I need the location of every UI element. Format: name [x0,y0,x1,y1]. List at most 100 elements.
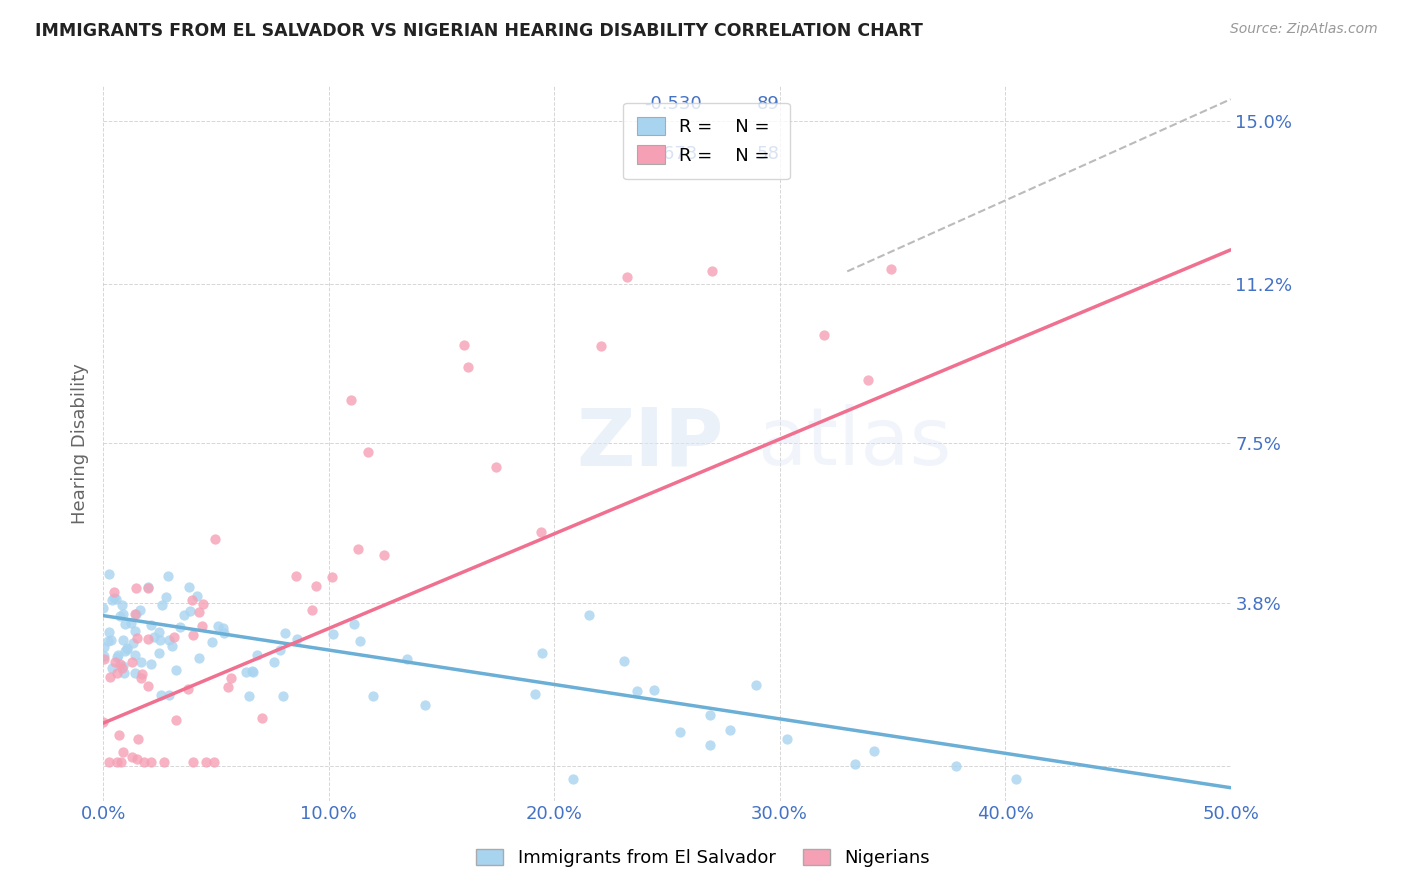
Point [121,655,143,669]
Point [111,598,134,612]
Point [129,671,152,685]
Point [643,682,665,697]
Point [105,755,128,769]
Point [150,598,173,612]
Point [124,624,146,639]
Point [148,646,170,660]
Point [115,640,138,655]
Point [321,570,343,584]
Point [125,752,148,766]
Point [153,755,176,769]
Text: 89: 89 [756,95,780,113]
Point [240,665,263,679]
Point [93,651,115,665]
Point [219,671,242,685]
Point [98,755,121,769]
Point [395,652,418,666]
Point [138,580,160,594]
Point [616,269,638,284]
Point [101,661,124,675]
Point [844,756,866,771]
Point [121,750,143,764]
Point [856,373,879,387]
Point [304,579,326,593]
Point [699,708,721,723]
Point [589,339,612,353]
Point [273,689,295,703]
Point [91,600,114,615]
Point [111,661,134,675]
Point [273,625,295,640]
Text: 0.673: 0.673 [647,145,697,163]
Text: -0.530: -0.530 [644,95,702,113]
Point [745,678,768,692]
Point [212,626,235,640]
Point [578,607,600,622]
Point [114,644,136,658]
Point [191,598,214,612]
Point [457,359,479,374]
Point [100,632,122,647]
Point [108,657,131,672]
Legend: R =  ​  N = ​, R =  ​  N = ​: R = ​ N = ​, R = ​ N = ​ [623,103,790,179]
Point [165,663,187,677]
Point [173,608,195,623]
Point [626,684,648,698]
Point [105,591,128,606]
Point [524,687,547,701]
Point [112,666,135,681]
Point [160,639,183,653]
Point [181,755,204,769]
Point [235,665,257,679]
Point [301,603,323,617]
Point [201,635,224,649]
Point [246,648,269,663]
Point [204,532,226,546]
Point [111,632,134,647]
Point [700,264,723,278]
Point [149,633,172,648]
Point [285,632,308,647]
Point [112,745,135,759]
Point [156,569,179,583]
Point [269,643,291,657]
Point [238,690,260,704]
Point [157,633,180,648]
Point [187,650,209,665]
Point [139,657,162,672]
Point [373,548,395,562]
Point [529,524,551,539]
Point [699,738,721,752]
Point [124,607,146,622]
Point [453,337,475,351]
Point [242,665,264,679]
Point [357,445,380,459]
Point [93,714,115,729]
Point [98,566,121,581]
Text: Source: ZipAtlas.com: Source: ZipAtlas.com [1230,22,1378,37]
Point [181,593,204,607]
Point [107,650,129,665]
Point [349,634,371,648]
Point [105,665,128,680]
Point [124,607,146,621]
Point [104,655,127,669]
Point [129,655,152,669]
Point [97,625,120,640]
Point [250,711,273,725]
Point [669,724,692,739]
Point [361,689,384,703]
Point [194,755,217,769]
Point [93,649,115,664]
Point [100,593,122,607]
Point [93,640,115,654]
Point [285,569,308,583]
Point [136,679,159,693]
Point [108,609,131,624]
Point [128,603,150,617]
Point [108,728,131,742]
Point [202,755,225,769]
Point [132,755,155,769]
Point [945,758,967,772]
Point [139,617,162,632]
